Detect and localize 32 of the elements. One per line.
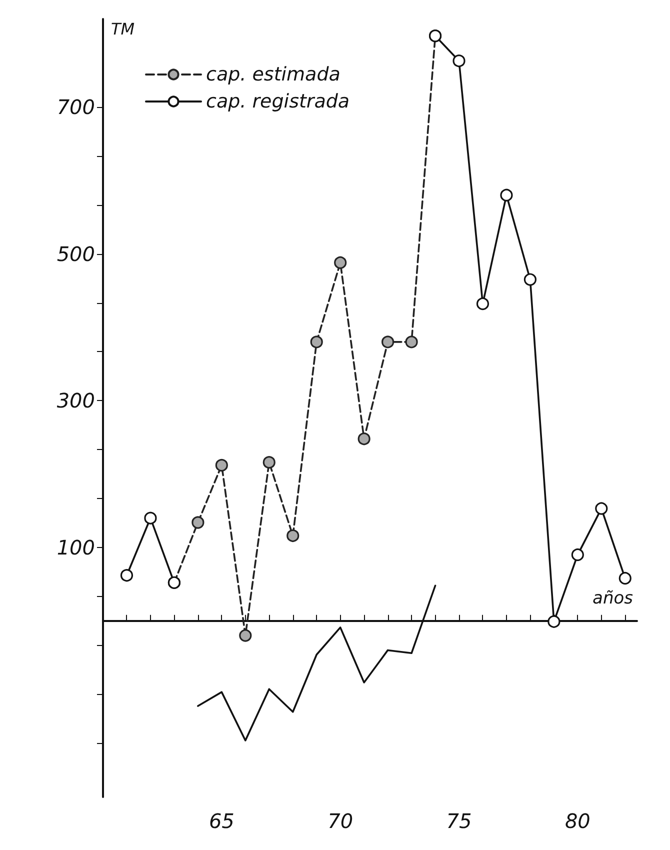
y-tick-label: 700 [56,95,95,120]
legend-label: cap. registrada [206,90,350,112]
point [215,458,228,472]
point [548,615,560,628]
x-tick-label: 70 [328,809,354,833]
point [262,456,276,469]
y-tick-label: 300 [56,388,95,413]
legend-label: cap. estimada [206,64,340,86]
point [239,629,252,642]
point [524,273,536,286]
point [310,336,323,348]
point [500,188,513,202]
point [286,529,300,542]
point [382,336,394,348]
point [120,569,134,582]
y-tick-label: 500 [56,242,95,266]
point [571,548,584,562]
point [192,516,204,529]
point [595,502,608,515]
y-tick-label: 100 [56,535,95,560]
point [476,297,490,310]
x-axis-title: años [592,588,634,608]
point [334,256,347,269]
x-tick-label: 80 [564,809,590,833]
point [405,336,418,348]
x-tick-label: 65 [208,809,234,833]
y-axis-title: TM [111,20,135,38]
point [618,572,632,585]
point [358,432,370,446]
point [452,54,466,68]
x-tick-label: 75 [446,809,472,833]
point [144,512,157,524]
